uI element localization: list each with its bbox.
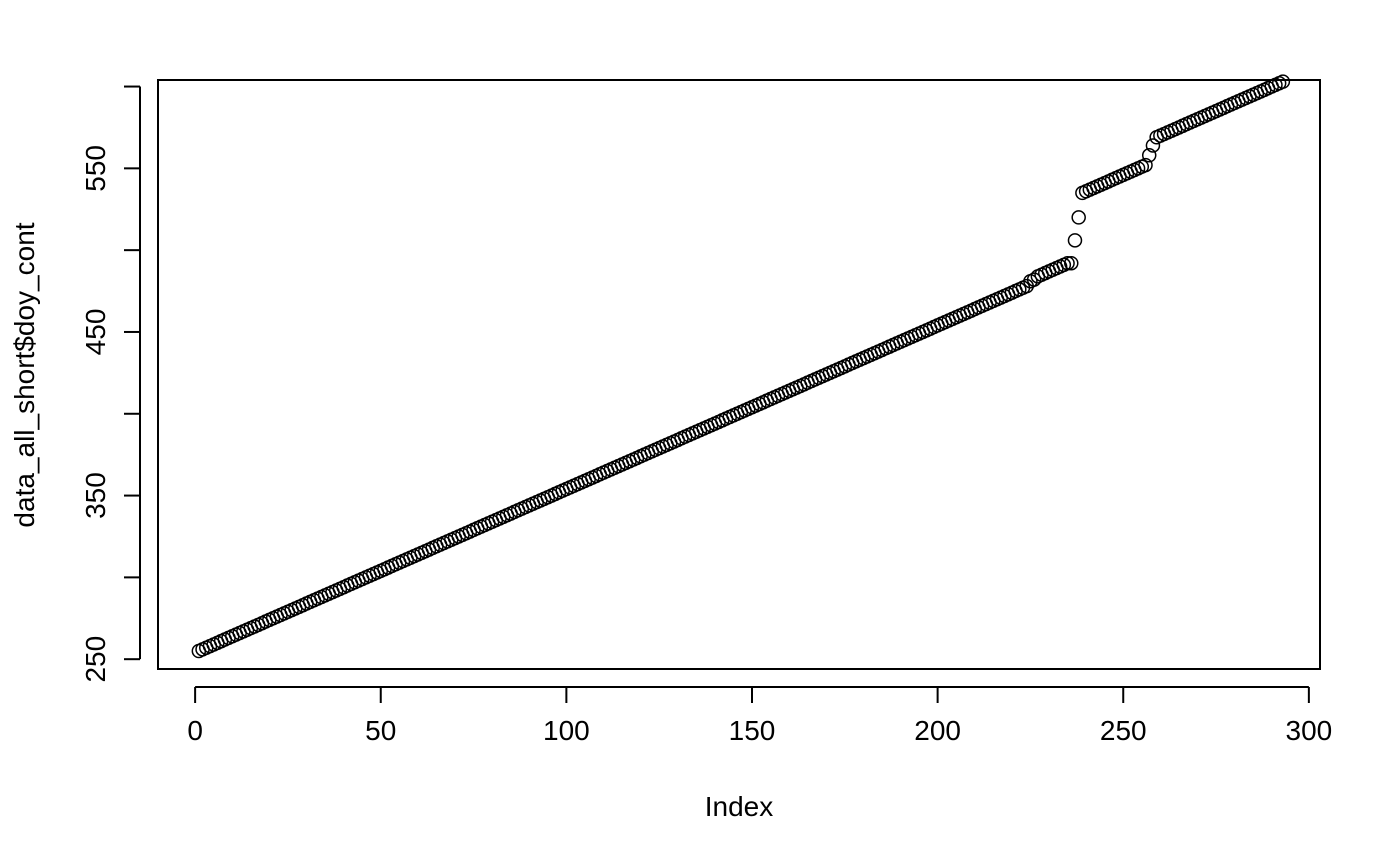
y-tick-label: 550 xyxy=(80,145,111,192)
x-axis: 0 50 100 150 200 250 300 xyxy=(187,686,1333,746)
data-point xyxy=(1026,272,1042,287)
x-tick-label: 250 xyxy=(1100,715,1147,746)
data-point xyxy=(1138,157,1153,173)
plot-frame xyxy=(157,79,1321,670)
data-point xyxy=(1067,233,1083,248)
y-axis-label: data_all_short$doy_cont xyxy=(9,222,40,527)
data-points xyxy=(191,74,1291,659)
y-tick-label: 250 xyxy=(80,636,111,683)
x-axis-label: Index xyxy=(705,791,774,822)
x-tick-label: 200 xyxy=(914,715,961,746)
x-tick-label: 50 xyxy=(365,715,396,746)
y-axis: 250 350 450 550 xyxy=(80,85,141,683)
x-tick-label: 0 xyxy=(187,715,203,746)
y-tick-label: 450 xyxy=(80,309,111,356)
data-point xyxy=(1141,148,1157,163)
data-point xyxy=(1060,255,1075,271)
x-tick-label: 100 xyxy=(543,715,590,746)
data-point xyxy=(1275,74,1291,89)
data-point xyxy=(1071,210,1086,225)
x-tick-label: 150 xyxy=(729,715,776,746)
data-point xyxy=(1064,255,1079,271)
x-tick-label: 300 xyxy=(1286,715,1333,746)
data-point xyxy=(1145,138,1161,153)
y-tick-label: 350 xyxy=(80,472,111,519)
